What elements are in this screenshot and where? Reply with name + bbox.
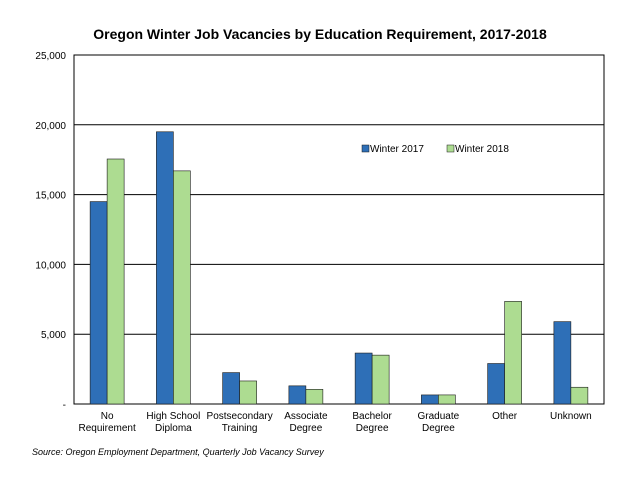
y-tick-label: 25,000	[35, 51, 66, 62]
y-tick-label: 20,000	[35, 121, 66, 132]
bar-winter-2017	[553, 321, 572, 405]
bar-winter-2018	[570, 386, 589, 405]
bar-winter-2017	[487, 363, 505, 405]
bar-winter-2017	[156, 131, 174, 405]
bar-winter-2018	[438, 394, 456, 405]
bar-winter-2017	[288, 385, 307, 405]
bar-winter-2017	[222, 372, 240, 405]
bar-winter-2017	[354, 352, 373, 405]
legend-label: Winter 2017	[370, 144, 424, 155]
x-category-label: High School Diploma	[146, 411, 200, 434]
legend-label: Winter 2018	[455, 144, 509, 155]
y-tick-label: 15,000	[35, 191, 66, 202]
bar-winter-2018	[504, 301, 522, 405]
x-category-label: Associate Degree	[284, 411, 328, 434]
x-category-label: Postsecondary Training	[207, 411, 273, 434]
legend-swatch	[361, 144, 370, 153]
bar-winter-2017	[89, 201, 108, 405]
legend-swatch	[446, 144, 455, 153]
bar-winter-2017	[421, 394, 439, 405]
bar-winter-2018	[173, 170, 191, 405]
x-category-label: Other	[492, 411, 518, 422]
source-note: Source: Oregon Employment Department, Qu…	[32, 447, 324, 457]
x-category-label: Bachelor Degree	[352, 411, 392, 434]
plot-area	[73, 54, 605, 405]
x-category-label: Graduate Degree	[418, 411, 460, 434]
x-category-label: No Requirement	[78, 411, 135, 434]
y-tick-label: 5,000	[41, 330, 66, 341]
bar-winter-2018	[106, 158, 125, 405]
y-tick-label: 10,000	[35, 260, 66, 271]
bar-winter-2018	[305, 389, 324, 405]
y-tick-label: -	[63, 400, 66, 411]
bar-winter-2018	[239, 380, 257, 405]
bar-winter-2018	[371, 354, 390, 405]
x-category-label: Unknown	[550, 411, 592, 422]
chart-title: Oregon Winter Job Vacancies by Education…	[93, 26, 547, 42]
